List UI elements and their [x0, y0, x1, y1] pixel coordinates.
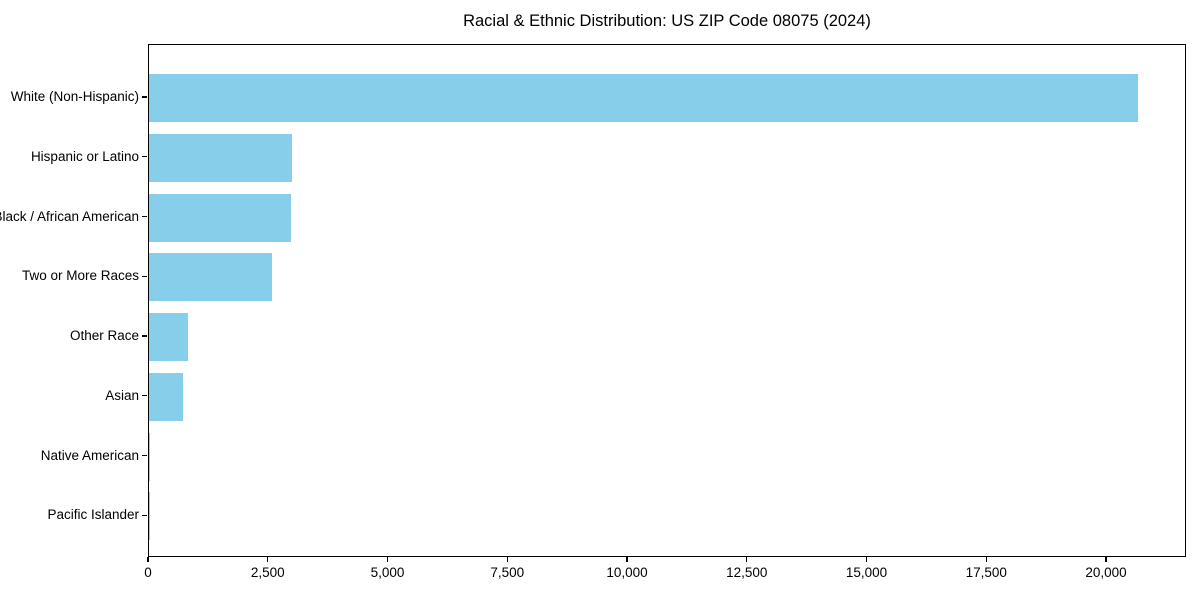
- y-axis-label: Other Race: [69, 328, 139, 343]
- plot-area: [148, 44, 1186, 557]
- y-tick-mark: [142, 335, 147, 337]
- x-tick-mark: [746, 557, 748, 562]
- y-axis-label: Black / African American: [0, 208, 139, 224]
- bar-hispanic-or-latino: [149, 133, 292, 182]
- y-tick-mark: [142, 96, 147, 98]
- x-tick-label: 2,500: [250, 565, 285, 580]
- y-tick-mark: [142, 275, 147, 277]
- x-tick-label: 17,500: [965, 565, 1007, 580]
- x-tick-label: 0: [144, 565, 152, 580]
- x-tick-label: 12,500: [726, 565, 768, 580]
- x-tick-label: 20,000: [1085, 565, 1127, 580]
- x-tick-mark: [267, 557, 269, 562]
- x-tick-label: 15,000: [845, 565, 888, 580]
- bar-native-american: [149, 432, 151, 481]
- bar-asian: [149, 372, 183, 421]
- bar-black-african-american: [149, 193, 291, 242]
- x-tick-mark: [985, 557, 987, 562]
- x-tick-mark: [386, 557, 389, 562]
- x-tick-mark: [1105, 557, 1107, 562]
- y-axis-label: Pacific Islander: [47, 507, 139, 523]
- x-tick-label: 10,000: [606, 565, 648, 580]
- x-tick-mark: [865, 557, 868, 562]
- y-axis-label: Hispanic or Latino: [30, 148, 139, 164]
- y-axis-label: Native American: [40, 447, 139, 463]
- y-axis-label: Two or More Races: [21, 268, 139, 284]
- chart-title: Racial & Ethnic Distribution: US ZIP Cod…: [463, 12, 871, 30]
- y-tick-mark: [142, 395, 147, 397]
- bar-white-non-hispanic: [149, 74, 1138, 122]
- y-axis-label: White (Non-Hispanic): [10, 89, 139, 104]
- x-tick-mark: [147, 557, 149, 562]
- bar-other-race: [149, 313, 189, 361]
- y-tick-mark: [142, 514, 147, 516]
- y-tick-mark: [142, 215, 147, 218]
- x-tick-label: 5,000: [370, 565, 405, 580]
- x-tick-mark: [626, 557, 628, 562]
- bar-two-or-more-races: [149, 253, 273, 302]
- x-tick-label: 7,500: [490, 565, 525, 580]
- y-tick-mark: [142, 156, 147, 158]
- y-tick-mark: [142, 454, 147, 457]
- x-tick-mark: [506, 557, 508, 562]
- y-axis-label: Asian: [105, 387, 139, 403]
